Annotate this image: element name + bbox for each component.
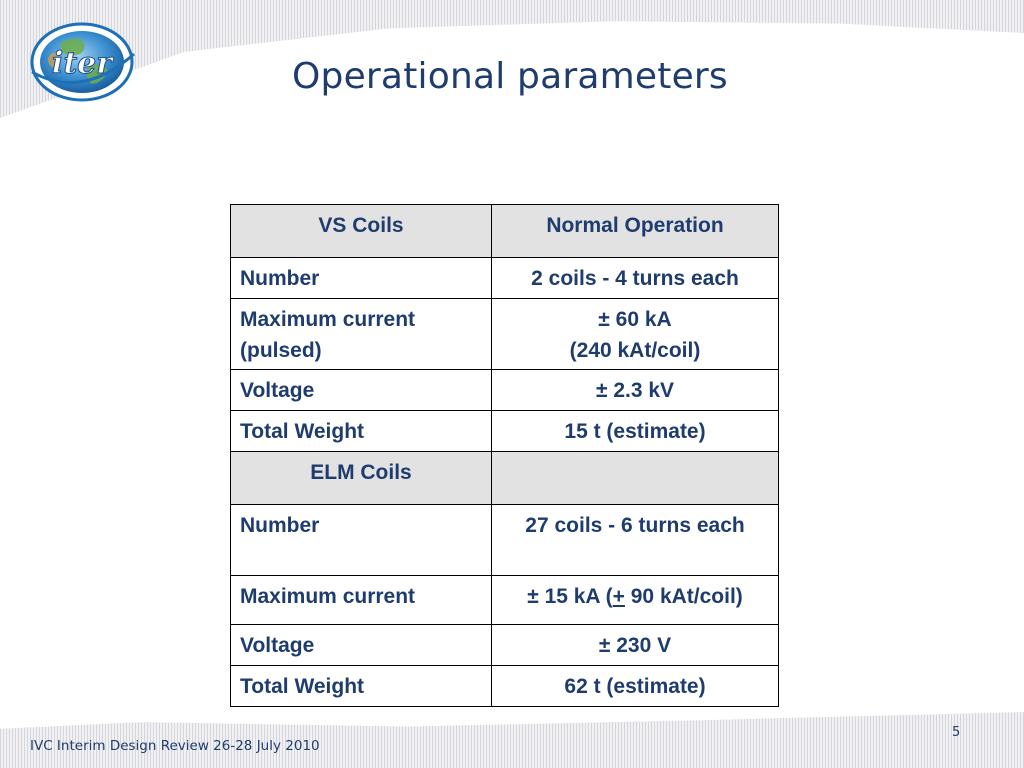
row-value: ± 60 kA (240 kAt/coil) bbox=[491, 298, 779, 370]
row-value-underlined: + bbox=[612, 585, 625, 608]
table-row: Total Weight 62 t (estimate) bbox=[230, 665, 779, 707]
row-label: Number bbox=[230, 504, 492, 576]
row-value: 27 coils - 6 turns each bbox=[491, 504, 779, 576]
slide-title: Operational parameters bbox=[292, 56, 728, 97]
table-row: ELM Coils bbox=[230, 451, 779, 505]
row-label: Voltage bbox=[230, 624, 492, 666]
row-value: 62 t (estimate) bbox=[491, 665, 779, 707]
row-value-line2: (240 kAt/coil) bbox=[569, 339, 701, 362]
row-label: Maximum current bbox=[230, 575, 492, 625]
row-label: Maximum current (pulsed) bbox=[230, 298, 492, 370]
table-row: Maximum current (pulsed) ± 60 kA (240 kA… bbox=[230, 298, 779, 370]
elm-coils-header-empty bbox=[491, 451, 779, 505]
vs-coils-header: VS Coils bbox=[230, 204, 492, 258]
row-value-line1: ± 60 kA bbox=[598, 308, 672, 331]
row-value-prefix: ± 15 kA ( bbox=[527, 585, 613, 608]
row-label: Total Weight bbox=[230, 665, 492, 707]
operational-parameters-table: VS Coils Normal Operation Number 2 coils… bbox=[230, 204, 779, 707]
table-row: Voltage ± 230 V bbox=[230, 624, 779, 666]
elm-coils-header: ELM Coils bbox=[230, 451, 492, 505]
table-row: Voltage ± 2.3 kV bbox=[230, 369, 779, 411]
table-row: Number 2 coils - 4 turns each bbox=[230, 257, 779, 299]
table-row: Total Weight 15 t (estimate) bbox=[230, 410, 779, 452]
row-label: Voltage bbox=[230, 369, 492, 411]
normal-operation-header: Normal Operation bbox=[491, 204, 779, 258]
row-value: ± 230 V bbox=[491, 624, 779, 666]
row-label: Number bbox=[230, 257, 492, 299]
footer-text: IVC Interim Design Review 26-28 July 201… bbox=[30, 738, 320, 754]
logo-text: iter bbox=[52, 46, 114, 81]
row-value: 15 t (estimate) bbox=[491, 410, 779, 452]
row-value: ± 15 kA (+ 90 kAt/coil) bbox=[491, 575, 779, 625]
row-value: ± 2.3 kV bbox=[491, 369, 779, 411]
page-number: 5 bbox=[952, 725, 961, 740]
table-row: VS Coils Normal Operation bbox=[230, 204, 779, 258]
row-value-suffix: 90 kAt/coil) bbox=[624, 585, 743, 608]
row-value: 2 coils - 4 turns each bbox=[491, 257, 779, 299]
row-label: Total Weight bbox=[230, 410, 492, 452]
iter-logo-icon: iter bbox=[22, 14, 140, 108]
table-row: Number 27 coils - 6 turns each bbox=[230, 504, 779, 576]
table-row: Maximum current ± 15 kA (+ 90 kAt/coil) bbox=[230, 575, 779, 625]
